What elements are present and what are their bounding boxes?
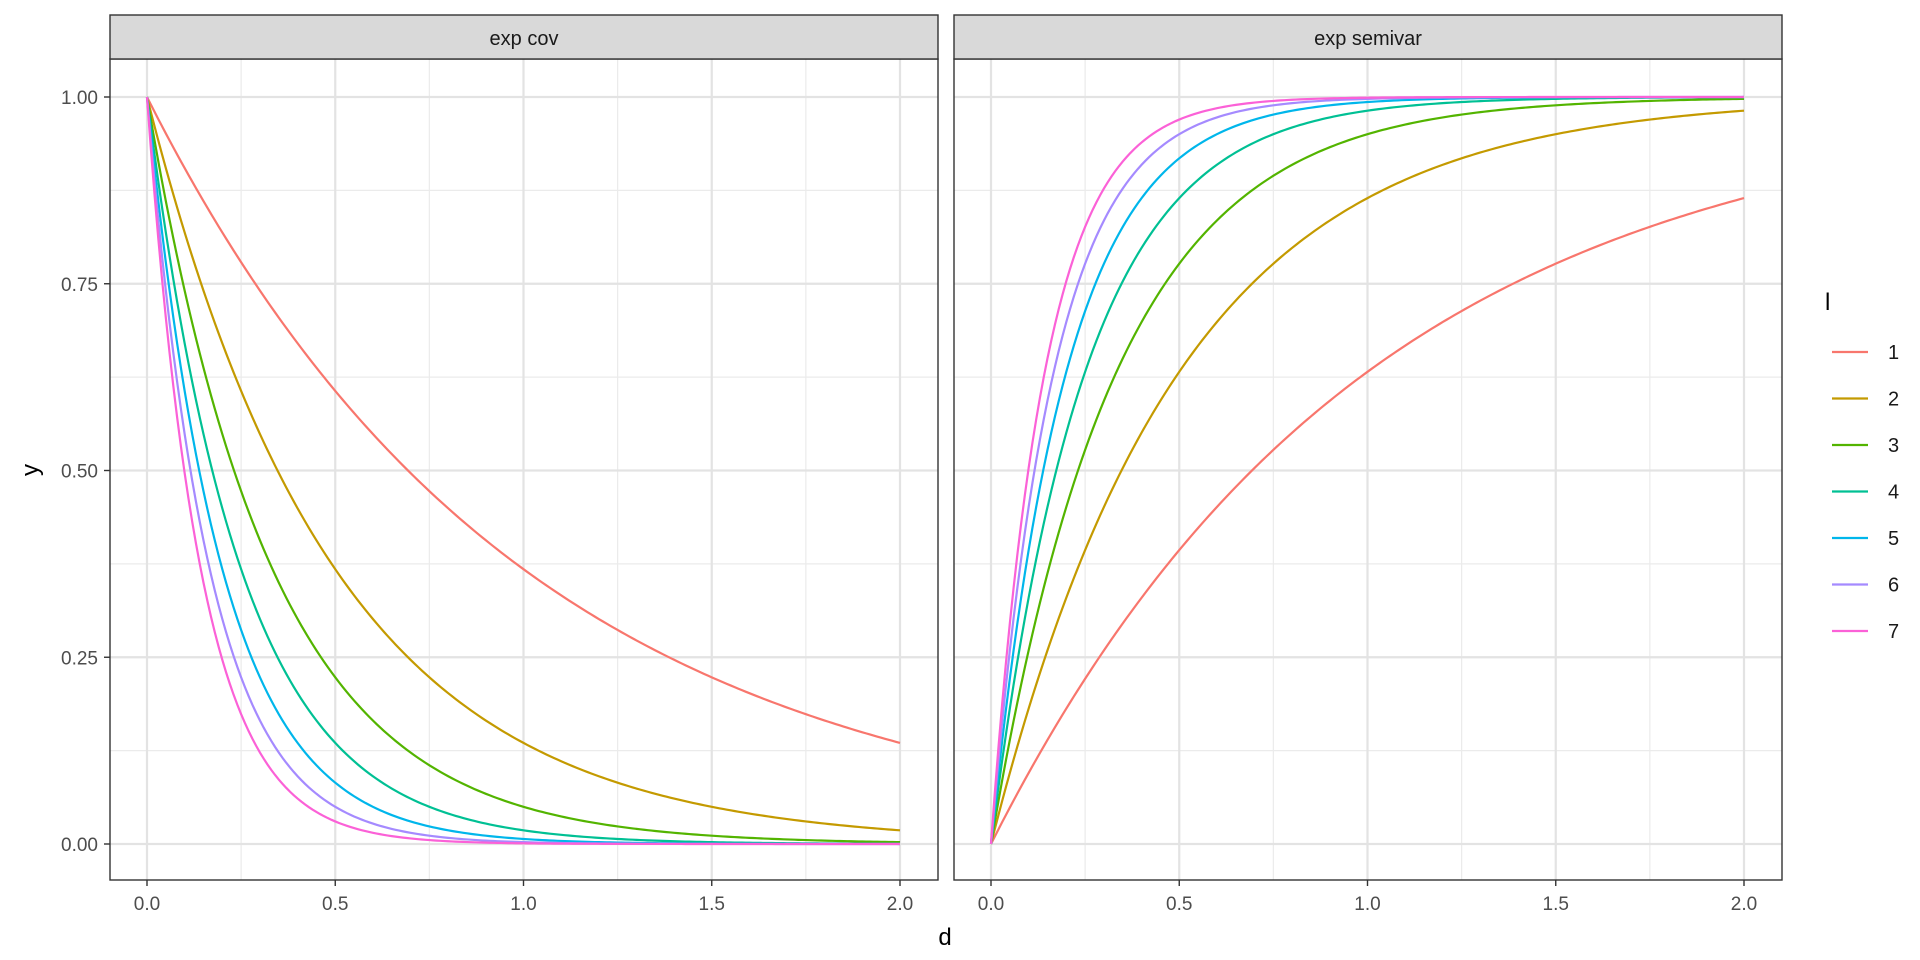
series-line-3	[989, 97, 1745, 845]
y-tick-label: 1.00	[61, 88, 98, 109]
legend-item-6: 6	[1832, 575, 1899, 597]
series-line-3	[145, 96, 901, 844]
y-tick-label: 0.25	[61, 648, 98, 669]
facet-strip-label: exp cov	[490, 28, 559, 50]
x-tick-label: 1.5	[1543, 894, 1569, 915]
facet-strip	[953, 14, 1783, 60]
legend-item-7: 7	[1832, 621, 1899, 643]
series-line-2	[989, 109, 1745, 845]
legend-label: 2	[1888, 389, 1899, 411]
x-tick-label: 1.5	[699, 894, 725, 915]
legend-item-5: 5	[1832, 528, 1899, 550]
panels-layer: exp cov 0.0 0.5 1.0 1.5 2.0 0.00 0.25 0.50 0.75 1.…	[61, 14, 1783, 915]
legend: l 1 2 3 4 5 6 7	[1825, 289, 1899, 643]
panel-cov: exp cov 0.0 0.5 1.0 1.5 2.0 0.00 0.25 0.50 0.75 1.…	[61, 14, 939, 915]
series-line-1	[990, 197, 1745, 845]
x-tick-label: 0.0	[134, 894, 160, 915]
x-tick-label: 1.0	[510, 894, 536, 915]
x-tick-label: 2.0	[887, 894, 913, 915]
legend-label: 4	[1888, 482, 1899, 504]
x-tick-label: 2.0	[1731, 894, 1757, 915]
legend-item-4: 4	[1832, 482, 1899, 504]
legend-item-1: 1	[1832, 342, 1899, 364]
y-tick-label: 0.75	[61, 275, 98, 296]
y-tick-label: 0.50	[61, 462, 98, 483]
legend-label: 5	[1888, 528, 1899, 550]
legend-item-2: 2	[1832, 389, 1899, 411]
legend-label: 6	[1888, 575, 1899, 597]
legend-title: l	[1825, 289, 1830, 316]
x-tick-label: 0.5	[1166, 894, 1192, 915]
legend-label: 3	[1888, 435, 1899, 457]
series-line-1	[146, 96, 901, 744]
y-axis-title: y	[17, 464, 44, 476]
y-tick-label: 0.00	[61, 835, 98, 856]
legend-label: 1	[1888, 342, 1899, 364]
x-tick-label: 1.0	[1354, 894, 1380, 915]
panel-semivar: exp semivar 0.0 0.5 1.0 1.5 2.0	[953, 14, 1783, 915]
x-tick-label: 0.5	[322, 894, 348, 915]
facet-strip-label: exp semivar	[1314, 28, 1422, 50]
series-line-7	[989, 95, 1744, 845]
x-axis-title: d	[938, 924, 951, 951]
series-line-7	[145, 96, 900, 846]
x-tick-label: 0.0	[978, 894, 1004, 915]
series-line-2	[145, 96, 901, 832]
legend-item-3: 3	[1832, 435, 1899, 457]
facet-strip	[109, 14, 939, 60]
legend-label: 7	[1888, 621, 1899, 643]
